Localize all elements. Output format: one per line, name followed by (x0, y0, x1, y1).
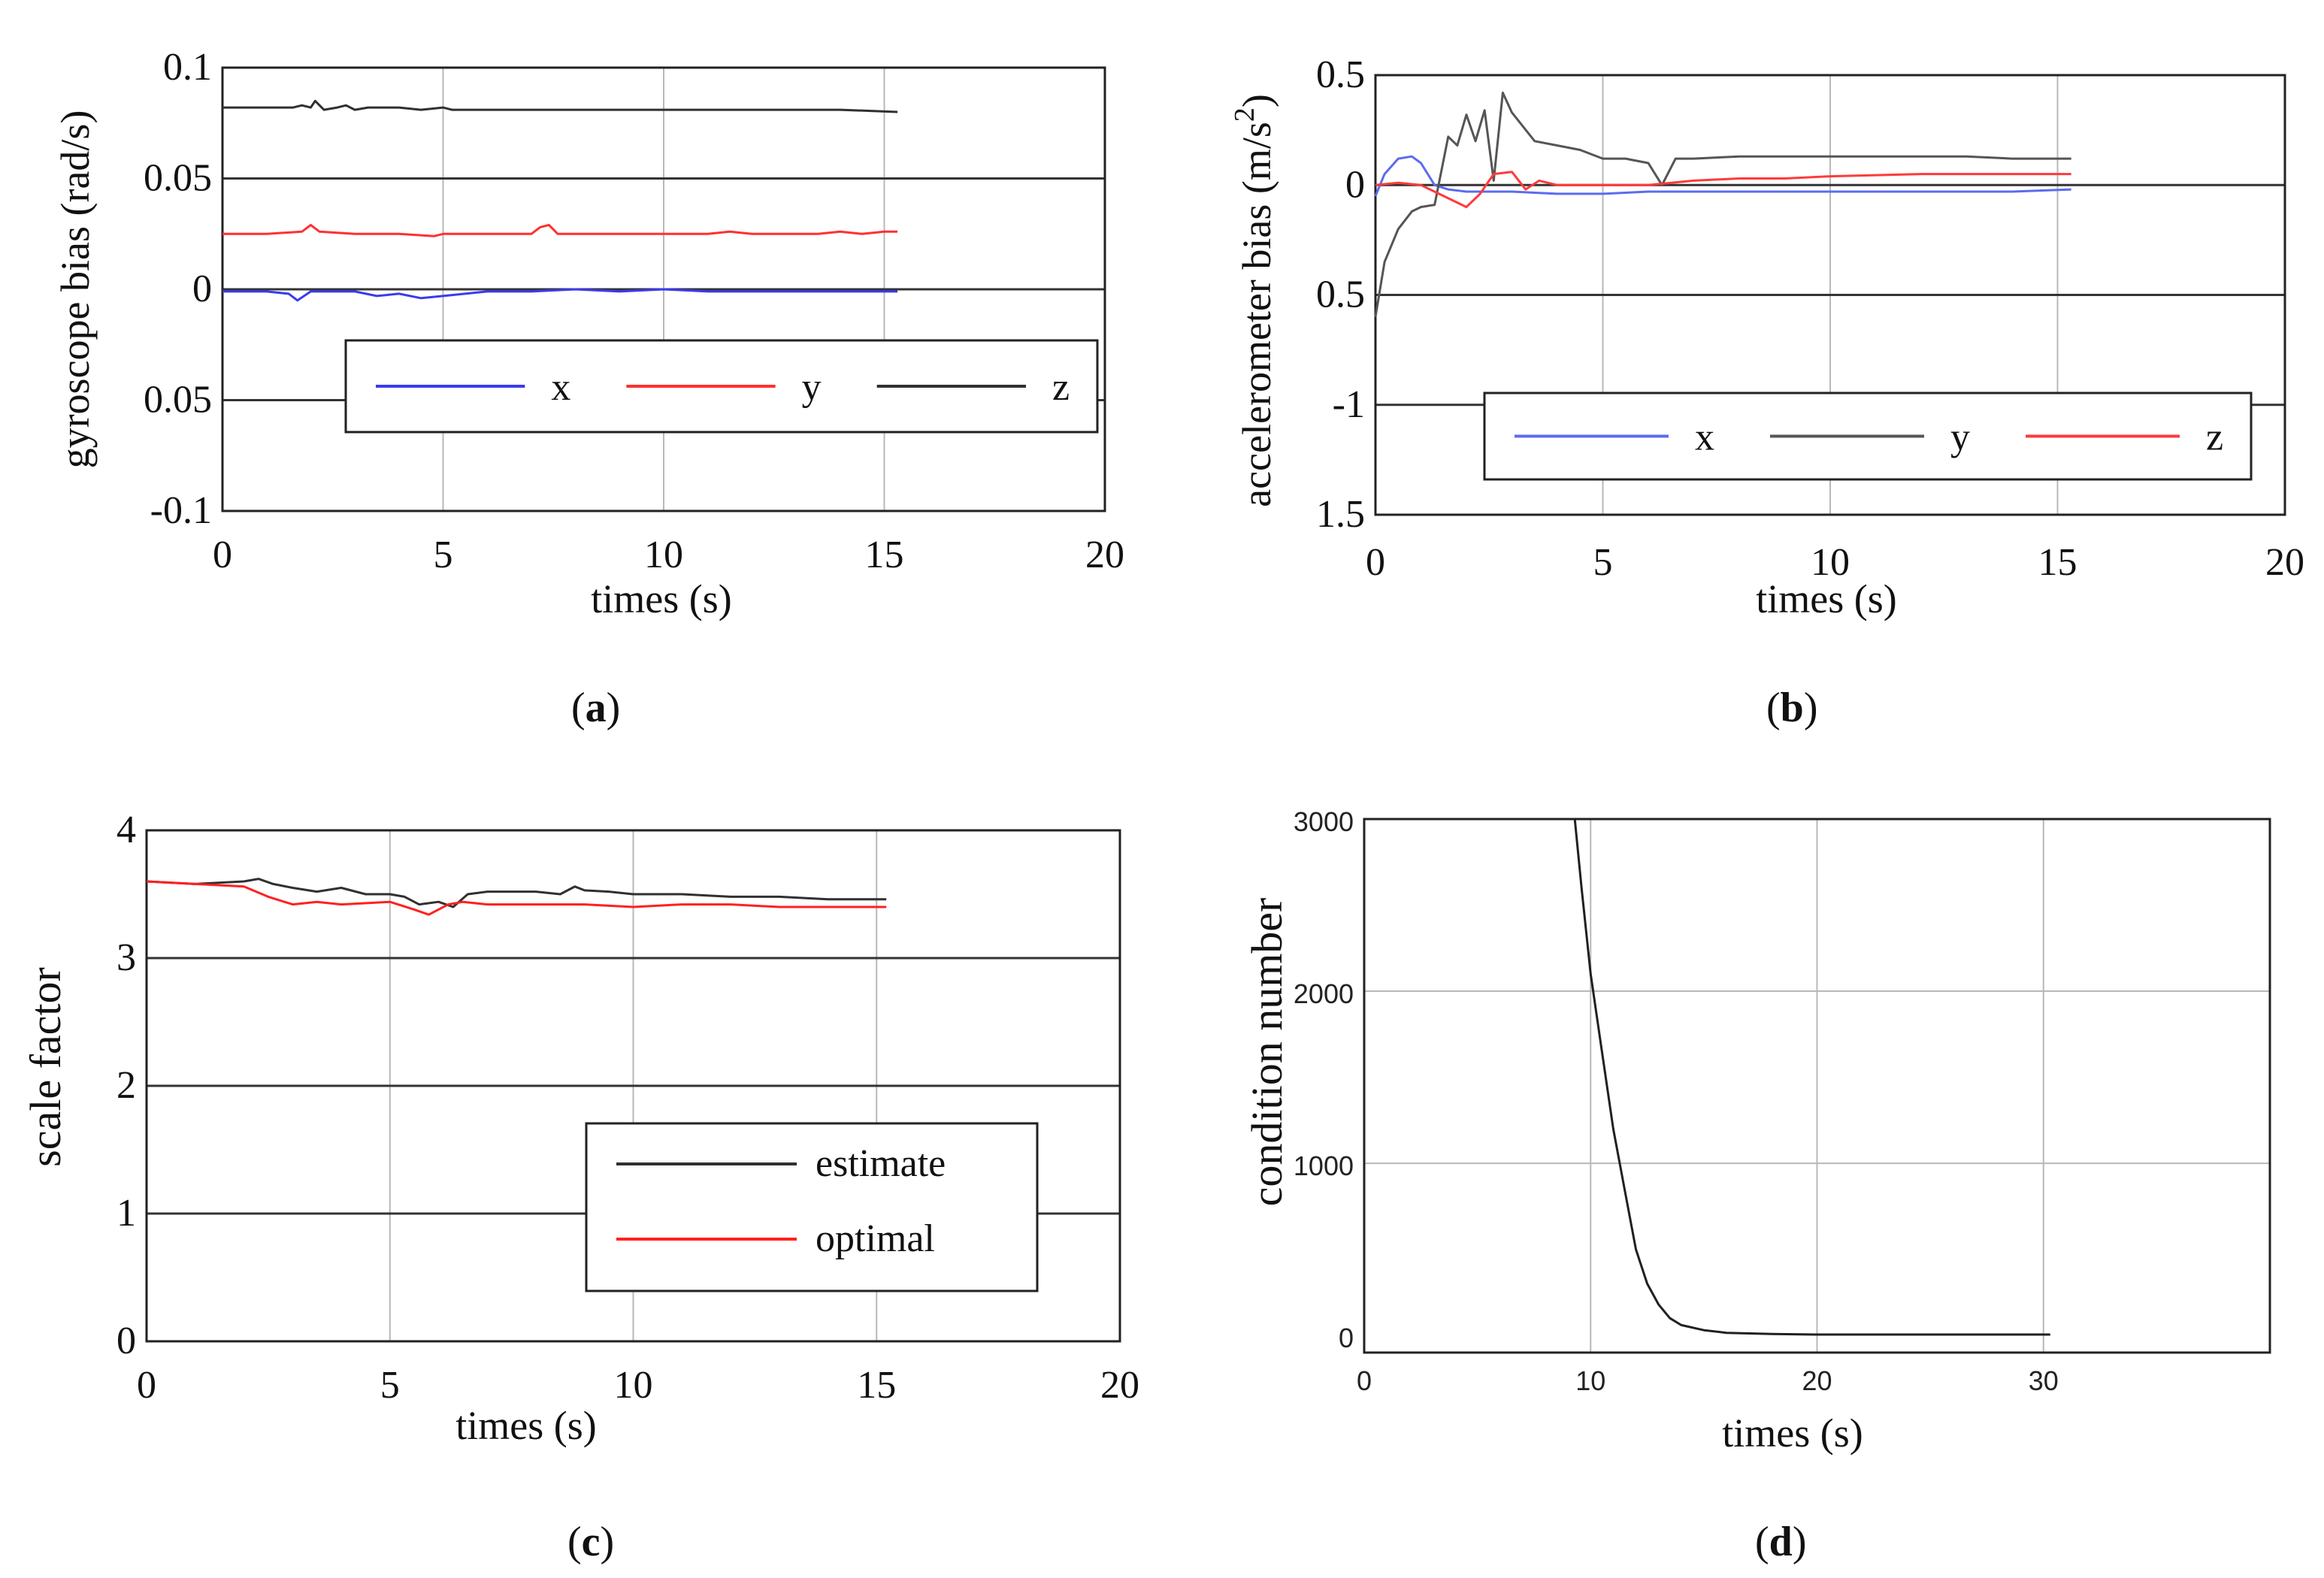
legend: estimate optimal (585, 1122, 1039, 1292)
x-tick-label: 10 (1811, 541, 1850, 584)
y-tick-label: 0.05 (144, 379, 212, 422)
series-line-x (1374, 155, 2071, 197)
plot-frame (221, 66, 1106, 512)
y-tick-label: 0 (1339, 1323, 1354, 1353)
caption-open-paren: ( (1755, 1519, 1769, 1565)
chart-c: 0 5 10 15 20 0 1 2 3 4 times (s) scale factor estima… (21, 809, 1139, 1565)
x-tick-label: 15 (2038, 541, 2077, 584)
caption-letter: a (586, 685, 607, 731)
y-axis-label-superscript: 2 (1229, 107, 1260, 122)
y-axis-label-text: accelerometer bias (m/s (1234, 122, 1279, 507)
y-axis-label-text: gyroscope bias (rad/s) (53, 110, 98, 469)
series-line-y (1374, 91, 2071, 318)
caption-letter: b (1781, 685, 1804, 731)
x-axis-label: times (s) (1756, 576, 1896, 621)
y-axis-label: accelerometer bias (m/s2) (1229, 94, 1279, 507)
chart-b: 0 5 10 15 20 1.5 -1 0.5 0 0.5 times (s) acceleromet… (1229, 53, 2304, 731)
panel-caption: (b) (1766, 685, 1817, 731)
x-tick-label: 30 (2029, 1365, 2059, 1396)
x-tick-label: 15 (865, 534, 904, 576)
y-tick-label: 0 (192, 268, 212, 310)
y-axis-label-close: ) (1234, 94, 1279, 107)
panel-caption: (d) (1755, 1519, 1806, 1565)
legend-label-x: x (551, 366, 570, 409)
x-tick-label: 20 (1802, 1365, 1832, 1396)
x-axis-label: times (s) (455, 1403, 596, 1448)
caption-letter: c (582, 1519, 601, 1565)
caption-open-paren: ( (571, 685, 586, 731)
x-tick-label: 5 (434, 534, 453, 576)
series-line-z (222, 99, 898, 113)
legend-label-z: z (1052, 366, 1070, 409)
y-tick-label: 0.1 (163, 46, 212, 89)
caption-close-paren: ) (1804, 685, 1818, 731)
y-tick-label: 3 (117, 936, 136, 979)
y-tick-label: 1 (117, 1192, 136, 1235)
x-tick-label: 15 (857, 1364, 896, 1407)
y-tick-label: -0.1 (150, 489, 212, 532)
y-tick-label: 1.5 (1316, 493, 1365, 536)
y-tick-label: -1 (1333, 383, 1365, 426)
y-tick-label: 2 (117, 1064, 136, 1107)
x-axis-label: times (s) (1722, 1410, 1863, 1456)
caption-open-paren: ( (1766, 685, 1781, 731)
y-axis-label: scale factor (21, 967, 70, 1167)
x-tick-label: 0 (213, 534, 232, 576)
x-tick-label: 20 (2265, 541, 2304, 584)
y-tick-label: 0 (117, 1320, 136, 1362)
plot-frame (145, 829, 1121, 1343)
legend: x y z (344, 339, 1099, 434)
caption-close-paren: ) (1793, 1519, 1807, 1565)
chart-d: 0 10 20 30 0 1000 2000 3000 times (s) condition n… (1242, 806, 2271, 1565)
legend-box (585, 1122, 1039, 1292)
series-line-condition-number (1573, 818, 2050, 1336)
caption-close-paren: ) (601, 1519, 615, 1565)
y-axis-label: condition number (1242, 898, 1291, 1207)
y-tick-label: 1000 (1294, 1150, 1354, 1181)
legend-label-optimal: optimal (816, 1217, 935, 1260)
x-tick-label: 5 (1593, 541, 1613, 584)
plot-frame (1374, 74, 2286, 516)
legend: x y z (1483, 391, 2253, 481)
legend-label-z: z (2206, 416, 2223, 459)
legend-label-x: x (1695, 416, 1714, 459)
x-tick-label: 20 (1100, 1364, 1139, 1407)
y-tick-label: 3000 (1294, 806, 1354, 837)
x-tick-label: 10 (614, 1364, 653, 1407)
y-tick-label: 0.5 (1316, 53, 1365, 96)
y-tick-label: 4 (117, 809, 136, 851)
x-tick-label: 10 (644, 534, 683, 576)
caption-open-paren: ( (567, 1519, 582, 1565)
x-tick-label: 0 (1366, 541, 1385, 584)
y-tick-label: 0.5 (1316, 274, 1365, 316)
legend-label-estimate: estimate (816, 1142, 946, 1185)
x-tick-label: 5 (380, 1364, 400, 1407)
y-axis-label-text: scale factor (21, 967, 70, 1167)
y-axis-label-text: condition number (1242, 898, 1291, 1207)
x-tick-label: 20 (1085, 534, 1124, 576)
plot-frame (1363, 818, 2271, 1354)
legend-label-y: y (802, 366, 822, 409)
y-tick-label: 2000 (1294, 978, 1354, 1009)
series-line-estimate (146, 878, 887, 908)
series-line-optimal (146, 880, 887, 916)
caption-close-paren: ) (607, 685, 621, 731)
series-line-y (222, 223, 898, 237)
y-tick-label: 0.05 (144, 157, 212, 200)
chart-a: 0 5 10 15 20 -0.1 0.05 0 0.05 0.1 times (s) gyrosco… (53, 46, 1124, 731)
panel-caption: (a) (571, 685, 620, 731)
series-line-z (1375, 171, 2071, 208)
y-tick-label: 0 (1345, 163, 1365, 206)
caption-letter: d (1769, 1519, 1793, 1565)
y-axis-label: gyroscope bias (rad/s) (53, 110, 98, 469)
series-line-x (222, 288, 898, 302)
x-tick-label: 0 (137, 1364, 156, 1407)
panel-caption: (c) (567, 1519, 614, 1565)
legend-label-y: y (1950, 416, 1970, 459)
x-tick-label: 10 (1575, 1365, 1605, 1396)
x-tick-label: 0 (1357, 1365, 1372, 1396)
x-axis-label: times (s) (591, 576, 731, 621)
